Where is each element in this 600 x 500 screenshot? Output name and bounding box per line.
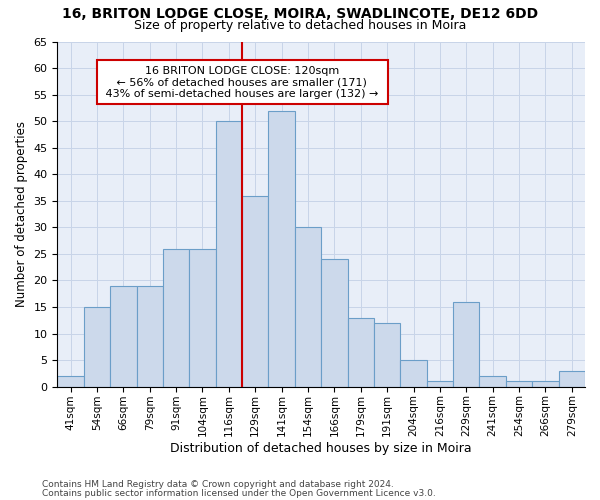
Bar — [321, 259, 347, 386]
Bar — [347, 318, 374, 386]
Bar — [295, 228, 321, 386]
Bar — [479, 376, 506, 386]
Bar — [190, 248, 215, 386]
Bar — [427, 382, 453, 386]
X-axis label: Distribution of detached houses by size in Moira: Distribution of detached houses by size … — [170, 442, 472, 455]
Bar — [242, 196, 268, 386]
Bar — [163, 248, 190, 386]
Bar — [84, 307, 110, 386]
Bar — [137, 286, 163, 386]
Text: 16 BRITON LODGE CLOSE: 120sqm  
 ← 56% of detached houses are smaller (171) 
 43: 16 BRITON LODGE CLOSE: 120sqm ← 56% of d… — [102, 66, 382, 99]
Bar — [215, 121, 242, 386]
Bar — [532, 382, 559, 386]
Bar — [374, 323, 400, 386]
Text: Size of property relative to detached houses in Moira: Size of property relative to detached ho… — [134, 19, 466, 32]
Bar — [268, 110, 295, 386]
Y-axis label: Number of detached properties: Number of detached properties — [15, 121, 28, 307]
Text: Contains HM Land Registry data © Crown copyright and database right 2024.: Contains HM Land Registry data © Crown c… — [42, 480, 394, 489]
Text: 16, BRITON LODGE CLOSE, MOIRA, SWADLINCOTE, DE12 6DD: 16, BRITON LODGE CLOSE, MOIRA, SWADLINCO… — [62, 8, 538, 22]
Bar — [453, 302, 479, 386]
Bar — [110, 286, 137, 386]
Bar — [559, 370, 585, 386]
Bar — [58, 376, 84, 386]
Bar — [400, 360, 427, 386]
Text: Contains public sector information licensed under the Open Government Licence v3: Contains public sector information licen… — [42, 488, 436, 498]
Bar — [506, 382, 532, 386]
